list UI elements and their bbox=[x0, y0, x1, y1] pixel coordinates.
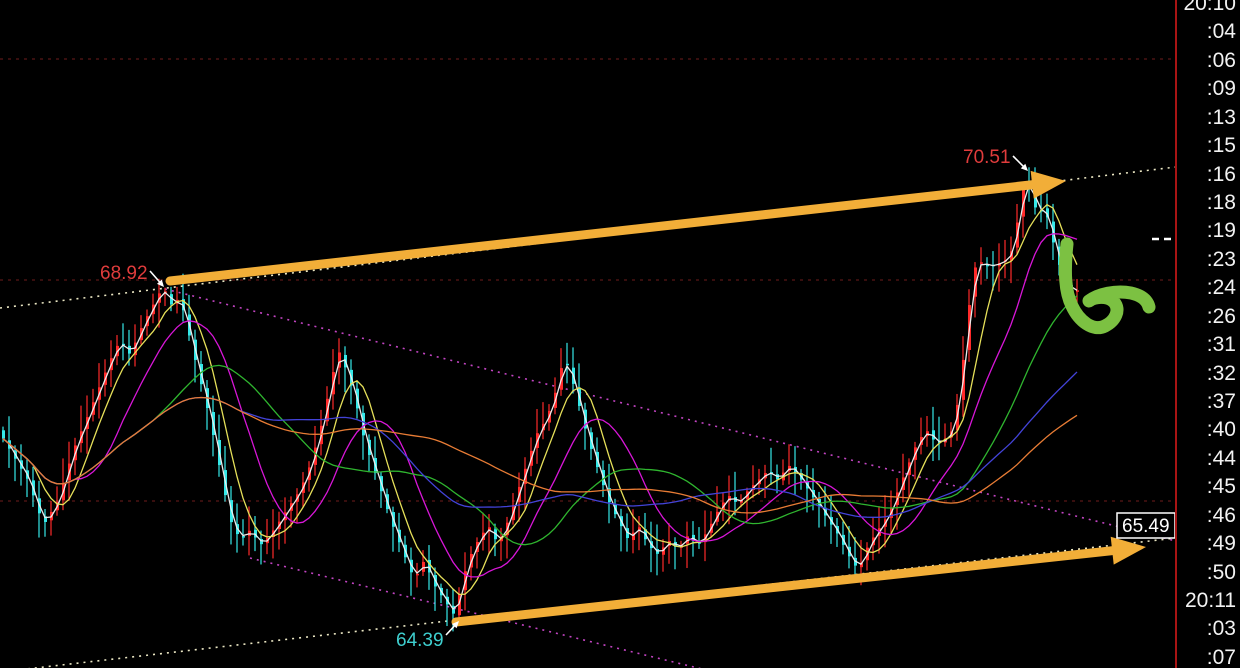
tick-time: :19 bbox=[1206, 219, 1236, 242]
wedge-bottom bbox=[28, 537, 1177, 668]
tick-time: :06 bbox=[1206, 49, 1236, 72]
channel-upper bbox=[164, 288, 1177, 542]
price-gridlines bbox=[0, 58, 1174, 502]
tick-time: :44 bbox=[1206, 447, 1236, 470]
tick-time: :16 bbox=[1206, 163, 1236, 186]
tick-time: :24 bbox=[1206, 276, 1236, 299]
svg-text:68.92: 68.92 bbox=[100, 263, 148, 284]
tick-time: :40 bbox=[1206, 418, 1236, 441]
drawn-arrow-annotations[interactable] bbox=[165, 170, 1146, 627]
tick-time: 20:10 bbox=[1183, 0, 1236, 15]
pointer-arrows-group bbox=[149, 155, 1028, 636]
svg-text:70.51: 70.51 bbox=[963, 147, 1011, 168]
highlight-squiggle-annotation[interactable] bbox=[1058, 237, 1156, 335]
tick-time: :32 bbox=[1206, 362, 1236, 385]
axis-separator-line bbox=[1175, 0, 1177, 668]
ma-magenta bbox=[2, 233, 1078, 578]
ma-yellow bbox=[2, 203, 1078, 596]
price-label-64.39: 64.39 bbox=[396, 630, 444, 651]
tick-time: :49 bbox=[1206, 532, 1236, 555]
ma-blue bbox=[2, 371, 1078, 518]
tick-time: :09 bbox=[1206, 77, 1236, 100]
tick-time: :23 bbox=[1206, 248, 1236, 271]
tick-time: :50 bbox=[1206, 561, 1236, 584]
tick-time: :15 bbox=[1206, 134, 1236, 157]
price-label-68.92: 68.92 bbox=[100, 263, 148, 284]
ma-green bbox=[2, 295, 1078, 546]
svg-text:64.39: 64.39 bbox=[396, 630, 444, 651]
tick-time: :13 bbox=[1206, 106, 1236, 129]
price-label-65.49: 65.49 bbox=[1116, 512, 1176, 539]
tick-time: 20:11 bbox=[1185, 589, 1236, 612]
ma-lines-group bbox=[2, 183, 1078, 610]
tick-time: :03 bbox=[1206, 617, 1236, 640]
tick-time: :18 bbox=[1206, 191, 1236, 214]
trendlines-group bbox=[0, 166, 1177, 668]
tick-time: :45 bbox=[1206, 475, 1236, 498]
tick-time: :46 bbox=[1206, 504, 1236, 527]
ma-orange bbox=[2, 396, 1078, 514]
price-label-70.51: 70.51 bbox=[963, 147, 1011, 168]
tick-time: :37 bbox=[1206, 390, 1236, 413]
channel-lower bbox=[249, 557, 702, 668]
svg-text:65.49: 65.49 bbox=[1122, 516, 1170, 537]
tick-time: :07 bbox=[1206, 646, 1236, 668]
tick-time: :31 bbox=[1206, 333, 1236, 356]
tick-time: :04 bbox=[1206, 20, 1236, 43]
ma-fast-white bbox=[2, 183, 1078, 610]
tick-time: :26 bbox=[1206, 305, 1236, 328]
tick-time-list[interactable]: 20:10 :04 :06 :09 :13 :15 :16 :18 :19 :23 :24 :26 :3… bbox=[1178, 0, 1240, 668]
